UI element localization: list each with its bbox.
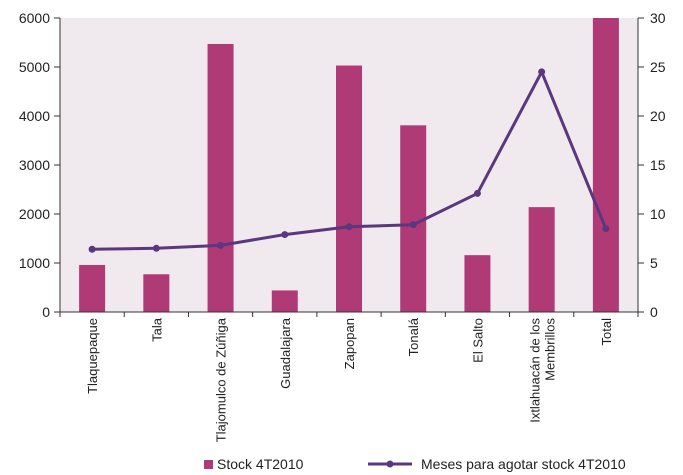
line-point — [152, 244, 160, 252]
left-tick-label: 3000 — [19, 157, 50, 173]
right-tick-label: 30 — [650, 10, 666, 26]
x-tick-label: Guadalajara — [278, 317, 293, 389]
x-axis-tick-labels: Tlaquepaque Tala Tlajomulco de Zúñiga Guada… — [59, 312, 639, 442]
bar — [336, 65, 362, 312]
left-tick-label: 6000 — [19, 10, 50, 26]
right-y-axis: 0 5 10 15 20 25 30 — [637, 10, 666, 320]
bar — [592, 18, 619, 312]
line-point — [473, 189, 481, 197]
x-tick-label: El Salto — [470, 318, 485, 363]
line-point — [88, 245, 96, 253]
left-tick-label: 5000 — [19, 59, 50, 75]
left-tick-label: 2000 — [19, 206, 50, 222]
bar — [464, 255, 491, 312]
right-tick-label: 5 — [650, 255, 658, 271]
legend-label-bar: Stock 4T2010 — [217, 456, 304, 472]
bar — [207, 43, 234, 312]
x-tick-label: Tlajomulco de Zúñiga — [214, 317, 229, 442]
bar — [400, 125, 427, 312]
x-tick-label: Total — [599, 318, 614, 346]
x-tick-label: Zapopan — [342, 318, 357, 369]
legend-swatch-bar — [204, 460, 213, 469]
right-tick-label: 15 — [650, 157, 666, 173]
line-point — [602, 225, 610, 233]
x-tick-label: Tlaquepaque — [85, 318, 100, 394]
left-y-axis: 0 1000 2000 3000 4000 5000 6000 — [19, 10, 61, 320]
legend: Stock 4T2010 Meses para agotar stock 4T2… — [204, 456, 626, 472]
right-tick-label: 0 — [650, 304, 658, 320]
bar — [143, 274, 170, 312]
line-point — [345, 223, 353, 231]
line-point — [217, 241, 225, 249]
right-tick-label: 20 — [650, 108, 666, 124]
line-point — [538, 68, 546, 76]
left-tick-label: 1000 — [19, 255, 50, 271]
line-series-group — [88, 68, 610, 253]
bar — [528, 207, 555, 312]
right-tick-label: 25 — [650, 59, 666, 75]
line-point — [281, 231, 289, 239]
x-tick-label: Tonalá — [406, 317, 421, 356]
right-tick-label: 10 — [650, 206, 666, 222]
line-point — [409, 221, 417, 229]
legend-label-line: Meses para agotar stock 4T2010 — [421, 456, 626, 472]
x-tick-label: Ixtlahuacán de losMembrillos — [528, 318, 558, 423]
x-tick-label: Tala — [149, 317, 164, 342]
legend-swatch-marker — [386, 460, 394, 468]
left-tick-label: 0 — [42, 304, 50, 320]
left-tick-label: 4000 — [19, 108, 50, 124]
bar — [79, 264, 106, 312]
bar — [271, 290, 298, 312]
bar-group — [79, 18, 619, 312]
